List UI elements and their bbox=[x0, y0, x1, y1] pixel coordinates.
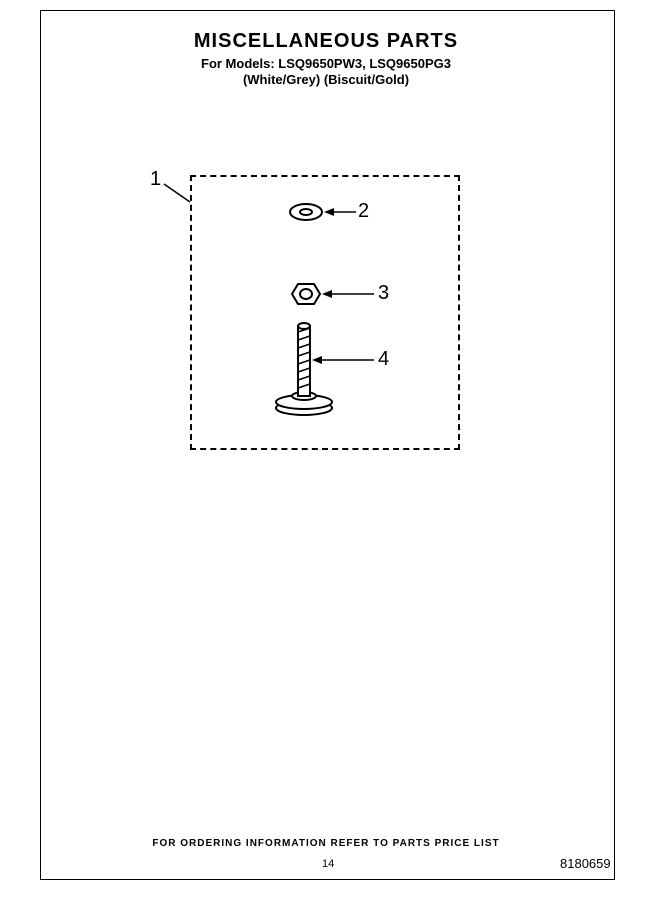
page-title: MISCELLANEOUS PARTS bbox=[0, 30, 652, 53]
part-hex-nut bbox=[290, 280, 322, 308]
colors-line: (White/Grey) (Biscuit/Gold) bbox=[0, 72, 652, 87]
leader-line-1 bbox=[160, 180, 200, 210]
leader-arrow-3 bbox=[322, 286, 376, 302]
document-number: 8180659 bbox=[560, 856, 611, 871]
leader-arrow-2 bbox=[324, 204, 358, 220]
part-leveling-foot bbox=[272, 318, 336, 418]
callout-4: 4 bbox=[378, 348, 389, 371]
page-number: 14 bbox=[322, 858, 334, 870]
callout-2: 2 bbox=[358, 200, 369, 223]
leader-arrow-4 bbox=[312, 352, 376, 368]
part-washer bbox=[288, 200, 324, 224]
callout-3: 3 bbox=[378, 282, 389, 305]
callout-1: 1 bbox=[150, 168, 161, 191]
ordering-info: FOR ORDERING INFORMATION REFER TO PARTS … bbox=[0, 838, 652, 849]
models-line: For Models: LSQ9650PW3, LSQ9650PG3 bbox=[0, 56, 652, 71]
